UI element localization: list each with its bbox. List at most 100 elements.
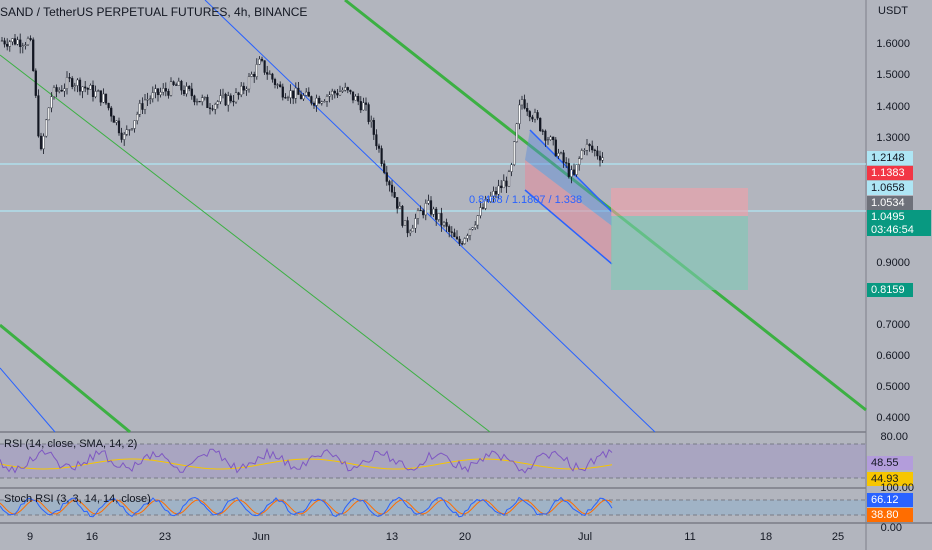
candle-body [302,95,305,100]
x-tick-label: 11 [684,531,696,543]
candle-body [367,104,370,122]
candle-body [198,101,201,103]
candle-body [8,41,11,47]
candle-body [24,44,27,47]
candle-body [136,114,139,121]
descending-channel-lower-fill [525,160,612,264]
target-zone [611,216,748,290]
candle-body [518,104,521,125]
channel-line-blue [204,0,656,433]
candle-body [510,164,513,172]
candle-body [500,185,503,189]
candle-body [29,38,32,40]
candle-body [26,38,30,46]
candle-body [237,92,240,96]
y-tick-label: 0.5000 [876,381,910,393]
candle-body [91,85,95,97]
candle-body [55,87,58,92]
candle-body [531,116,534,120]
candle-body [286,97,290,99]
candle-body [253,74,256,77]
fib-label: 0.8468 / 1.1807 / 1.338 [469,194,583,206]
candle-body [284,97,287,99]
candle-body [227,95,230,106]
candle-body [507,171,511,187]
candle-body [273,79,277,85]
candle-body [240,85,243,96]
y-tick-label: 0.6000 [876,350,910,362]
candle-body [32,39,35,71]
rsi-line [0,447,613,474]
trendline-green-lower [0,323,131,434]
chart-title: SAND / TetherUS PERPETUAL FUTURES, 4h, B… [0,5,308,19]
candle-body [336,92,339,96]
candle-body [479,207,482,216]
candle-body [497,185,500,195]
candle-body [372,120,375,135]
candle-body [370,120,373,122]
candle-body [37,95,40,137]
candle-body [294,87,297,99]
candle-body [580,150,583,159]
candle-body [232,100,235,103]
last-price-value: 1.0495 [871,211,905,223]
channel-line-blue-left [0,367,56,433]
candle-body [19,39,22,47]
candle-body [208,107,212,109]
candle-body [591,145,594,151]
candle-body [539,117,542,131]
candle-body [224,93,227,106]
candle-body [63,88,66,92]
candle-body [289,90,292,98]
last-price-tag: 1.0495 03:46:54 [867,210,931,236]
candle-body [442,222,446,226]
candle-body [292,90,295,99]
candle-body [167,91,170,96]
stoch-d-tag: 38.80 [867,508,913,522]
candle-body [128,129,131,131]
candle-body [325,96,329,102]
rsi-value-tag: 48.55 [867,456,913,470]
candle-body [146,99,149,101]
candle-body [331,90,334,96]
y-tick-label: 1.4000 [876,101,910,113]
stop-zone [611,188,748,216]
candle-body [60,89,63,92]
candles [0,33,604,246]
candle-body [502,180,505,189]
candle-body [86,87,89,90]
candle-body [305,91,308,96]
candle-body [588,143,591,147]
candle-body [164,88,167,92]
candle-body [45,119,48,137]
candle-body [484,199,487,209]
candle-body [141,103,144,110]
candle-body [104,93,108,104]
y-tick-label: 0.9000 [876,257,910,269]
candle-body [523,99,526,109]
candle-body [307,91,310,97]
countdown-value: 03:46:54 [871,224,914,236]
candle-body [544,130,547,141]
candle-body [143,99,147,110]
rsi-ma-tag: 44.93 [867,472,913,486]
candle-body [461,243,464,245]
candle-body [130,128,134,130]
stoch-title: Stoch RSI (3, 3, 14, 14, close) [4,493,151,505]
candle-body [559,152,563,154]
y-tick-label: 1.3000 [876,132,910,144]
candle-body [520,99,524,106]
candle-body [71,78,74,87]
candle-body [21,45,24,47]
stoch-k-tag: 66.12 [867,493,913,507]
x-tick-label: 20 [458,531,472,543]
candle-body [450,231,453,233]
candle-body [117,120,121,134]
candle-body [221,93,225,96]
candle-body [182,90,186,95]
candle-body [188,86,191,90]
candle-body [515,123,518,143]
candle-body [468,229,472,236]
candle-body [427,200,430,204]
